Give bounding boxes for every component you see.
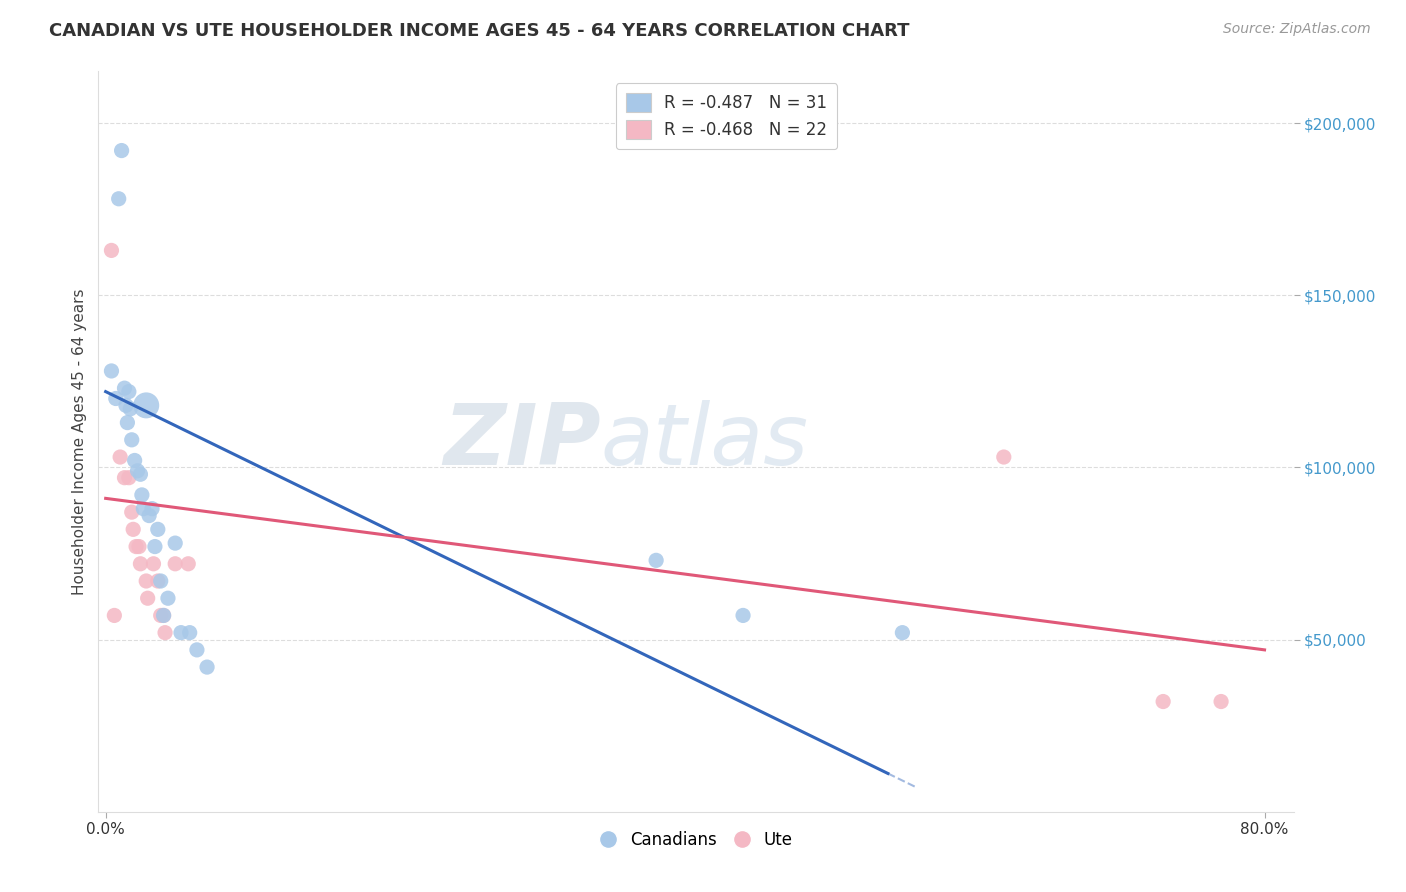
Point	[645, 553, 668, 567]
Point	[993, 450, 1015, 464]
Text: Source: ZipAtlas.com: Source: ZipAtlas.com	[1223, 22, 1371, 37]
Point	[731, 608, 754, 623]
Point	[125, 540, 148, 554]
Point	[124, 453, 146, 467]
Point	[100, 364, 122, 378]
Point	[118, 384, 141, 399]
Y-axis label: Householder Income Ages 45 - 64 years: Householder Income Ages 45 - 64 years	[72, 288, 87, 595]
Point	[122, 522, 145, 536]
Point	[152, 608, 174, 623]
Point	[138, 508, 160, 523]
Point	[103, 608, 125, 623]
Point	[891, 625, 914, 640]
Point	[121, 505, 143, 519]
Point	[1152, 694, 1174, 708]
Point	[118, 471, 141, 485]
Point	[110, 144, 132, 158]
Point	[108, 450, 131, 464]
Text: CANADIAN VS UTE HOUSEHOLDER INCOME AGES 45 - 64 YEARS CORRELATION CHART: CANADIAN VS UTE HOUSEHOLDER INCOME AGES …	[49, 22, 910, 40]
Point	[170, 625, 193, 640]
Point	[107, 192, 129, 206]
Point	[120, 401, 142, 416]
Point	[179, 625, 201, 640]
Point	[132, 501, 155, 516]
Point	[131, 488, 153, 502]
Point	[129, 467, 152, 482]
Point	[136, 591, 159, 606]
Point	[100, 244, 122, 258]
Legend: Canadians, Ute: Canadians, Ute	[593, 824, 799, 855]
Point	[149, 574, 172, 588]
Point	[117, 416, 139, 430]
Point	[177, 557, 200, 571]
Point	[135, 574, 157, 588]
Point	[127, 464, 149, 478]
Point	[128, 540, 150, 554]
Point	[142, 557, 165, 571]
Point	[114, 381, 136, 395]
Point	[156, 591, 179, 606]
Point	[186, 643, 208, 657]
Point	[153, 625, 176, 640]
Point	[1209, 694, 1232, 708]
Point	[165, 557, 187, 571]
Point	[152, 608, 174, 623]
Point	[121, 433, 143, 447]
Point	[129, 557, 152, 571]
Point	[146, 522, 169, 536]
Point	[115, 398, 138, 412]
Point	[195, 660, 218, 674]
Point	[149, 608, 172, 623]
Point	[135, 398, 157, 412]
Point	[146, 574, 169, 588]
Point	[104, 392, 127, 406]
Text: ZIP: ZIP	[443, 400, 600, 483]
Point	[143, 540, 166, 554]
Point	[114, 471, 136, 485]
Point	[141, 501, 163, 516]
Text: atlas: atlas	[600, 400, 808, 483]
Point	[165, 536, 187, 550]
